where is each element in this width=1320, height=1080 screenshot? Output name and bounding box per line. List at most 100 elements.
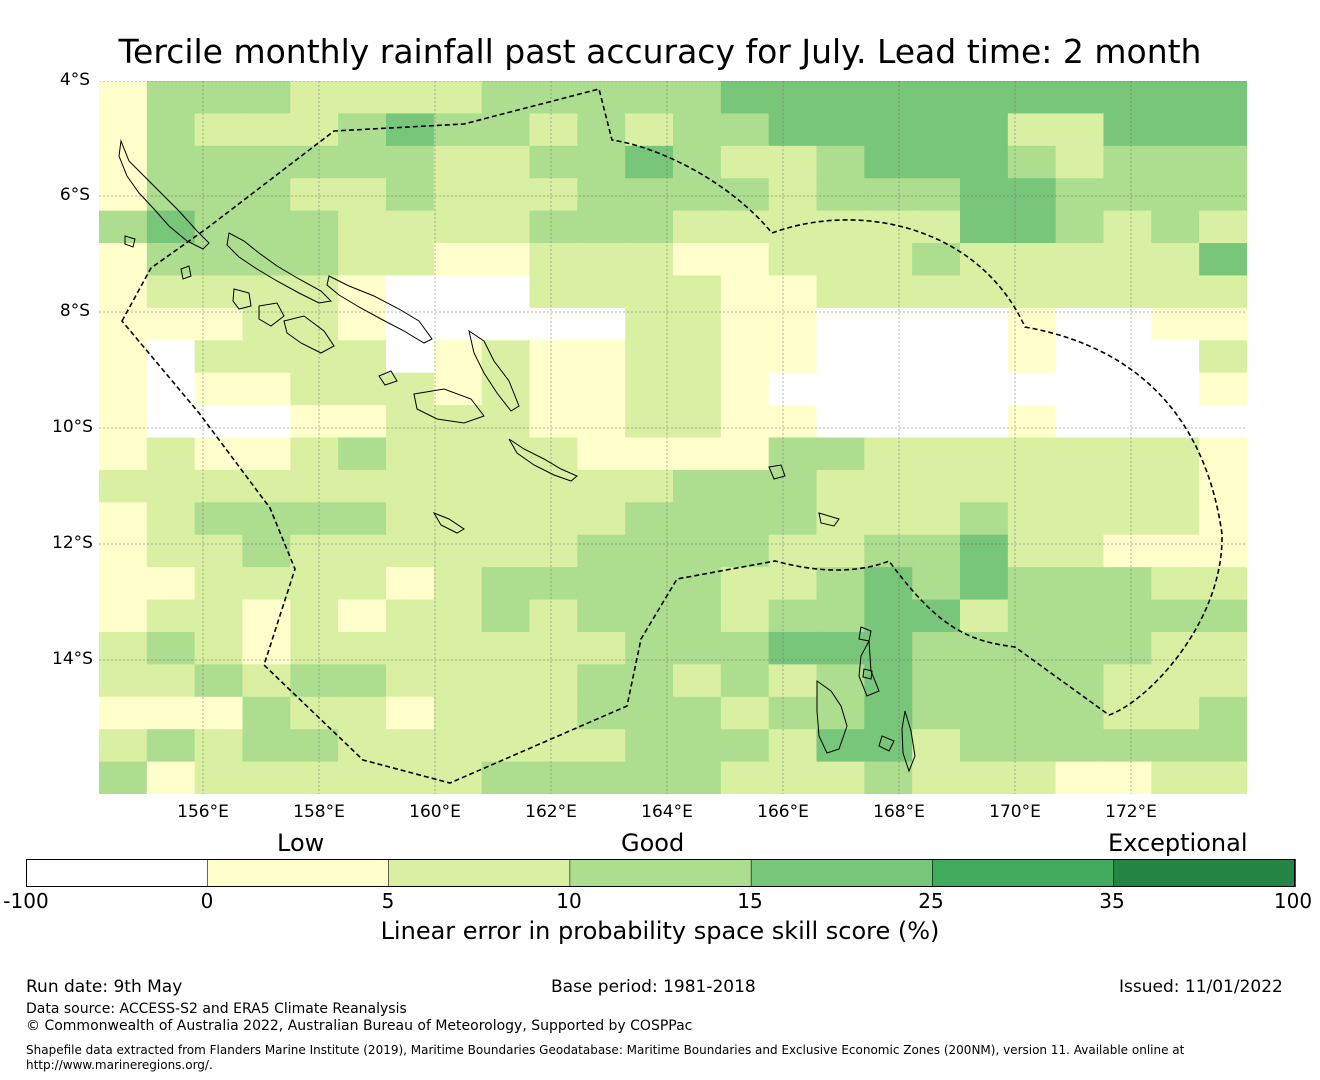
grid-cell <box>290 761 339 794</box>
grid-cell <box>625 145 674 179</box>
grid-cell <box>99 275 148 309</box>
grid-cell <box>1199 599 1247 633</box>
grid-cell <box>625 372 674 406</box>
island-outline <box>468 329 520 412</box>
grid-cell <box>577 502 626 536</box>
lat-label: 12°S <box>52 533 93 553</box>
island-outline <box>258 302 285 327</box>
grid-cell <box>242 469 291 503</box>
grid-cell <box>386 210 435 244</box>
grid-cell <box>146 307 196 341</box>
grid-cell <box>1055 405 1105 439</box>
grid-cell <box>1055 502 1105 536</box>
lon-label: 172°E <box>1105 802 1157 822</box>
grid-cell <box>625 469 674 503</box>
grid-cell <box>768 405 818 439</box>
grid-cell <box>960 275 1009 309</box>
grid-cell <box>338 81 387 115</box>
grid-cell <box>481 307 531 341</box>
grid-cell <box>1199 307 1247 341</box>
grid-cell <box>1007 178 1057 212</box>
grid-cell <box>242 210 291 244</box>
grid-cell <box>386 405 435 439</box>
grid-cell <box>481 243 531 277</box>
island-outline <box>180 265 192 280</box>
grid-cell <box>1199 664 1247 698</box>
grid-cell <box>577 664 626 698</box>
grid-cell <box>720 599 770 633</box>
grid-cell <box>1007 113 1057 147</box>
grid-cell <box>481 631 531 665</box>
grid-cell <box>1007 145 1057 179</box>
grid-cell <box>1103 599 1152 633</box>
grid-cell <box>625 275 674 309</box>
grid-cell <box>386 696 435 730</box>
grid-cell <box>194 178 244 212</box>
grid-cell <box>481 113 531 147</box>
grid-cell <box>433 696 483 730</box>
grid-cell <box>338 307 387 341</box>
grid-cell <box>577 178 626 212</box>
grid-cell <box>625 729 674 763</box>
grid-cell <box>290 243 339 277</box>
grid-cell <box>960 696 1009 730</box>
grid-cell <box>673 534 722 568</box>
grid-cell <box>1055 113 1105 147</box>
grid-cell <box>1151 599 1200 633</box>
grid-cell <box>290 599 339 633</box>
grid-cell <box>960 534 1009 568</box>
grid-cell <box>864 437 913 471</box>
lon-label: 164°E <box>641 802 693 822</box>
grid-cell <box>1199 178 1247 212</box>
grid-cell <box>99 340 148 374</box>
grid-cell <box>816 469 865 503</box>
grid-cell <box>99 81 148 115</box>
grid-cell <box>386 599 435 633</box>
grid-cell <box>99 631 148 665</box>
grid-cell <box>960 113 1009 147</box>
grid-cell <box>960 145 1009 179</box>
grid-cell <box>625 307 674 341</box>
grid-cell <box>1055 340 1105 374</box>
grid-cell <box>864 81 913 115</box>
grid-cell <box>768 145 818 179</box>
grid-cell <box>1199 534 1247 568</box>
grid-cell <box>768 437 818 471</box>
colorbar-tick: 100 <box>1273 889 1313 913</box>
grid-cell <box>673 405 722 439</box>
colorbar-segment <box>932 859 1115 887</box>
grid-cell <box>433 502 483 536</box>
grid-cell <box>338 178 387 212</box>
grid-cell <box>625 405 674 439</box>
grid-cell <box>481 567 531 601</box>
grid-cell <box>242 113 291 147</box>
grid-cell <box>1007 243 1057 277</box>
grid-cell <box>816 405 865 439</box>
grid-cell <box>242 567 291 601</box>
grid-cell <box>577 729 626 763</box>
grid-cell <box>816 534 865 568</box>
lon-label: 168°E <box>873 802 925 822</box>
grid-cell <box>816 372 865 406</box>
grid-cell <box>768 340 818 374</box>
lon-label: 158°E <box>293 802 345 822</box>
grid-cell <box>1151 81 1200 115</box>
grid-cell <box>242 729 291 763</box>
colorbar-label: Linear error in probability space skill … <box>380 917 940 945</box>
grid-cell <box>433 178 483 212</box>
grid-cell <box>673 664 722 698</box>
grid-cell <box>146 567 196 601</box>
grid-cell <box>1007 275 1057 309</box>
island-outline <box>326 275 433 344</box>
grid-cell <box>912 372 961 406</box>
grid-cell <box>960 307 1009 341</box>
grid-cell <box>1103 534 1152 568</box>
grid-cell <box>673 631 722 665</box>
grid-cell <box>99 243 148 277</box>
grid-cell <box>99 534 148 568</box>
grid-cell <box>242 437 291 471</box>
island-outline <box>818 512 840 527</box>
grid-cell <box>386 178 435 212</box>
grid-cell <box>99 761 148 794</box>
grid-cell <box>146 243 196 277</box>
